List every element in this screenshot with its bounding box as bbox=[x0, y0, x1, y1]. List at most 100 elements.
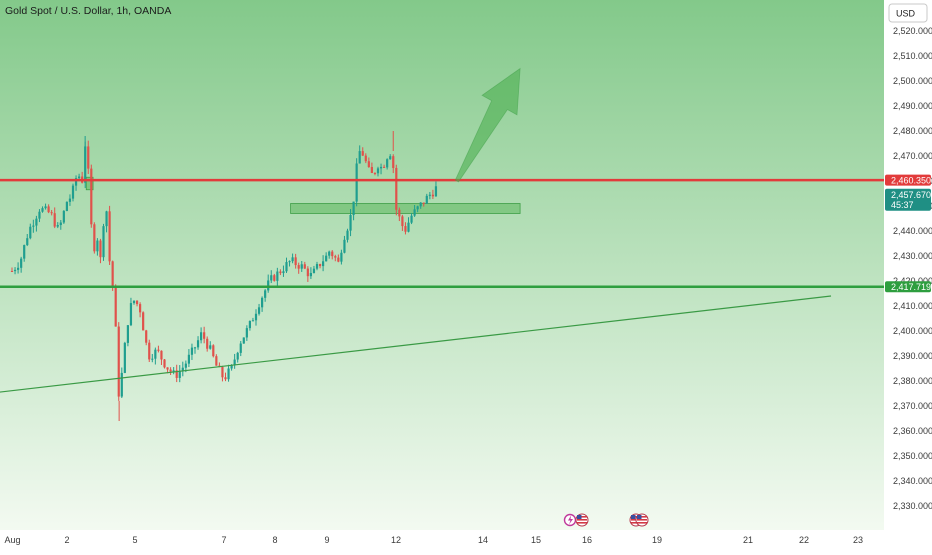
candle-down bbox=[364, 155, 367, 162]
candle-down bbox=[294, 257, 297, 266]
candle-up bbox=[416, 206, 419, 210]
candle-up bbox=[389, 156, 392, 160]
y-tick-label: 2,390.000 bbox=[893, 351, 932, 361]
x-tick-label: Aug bbox=[5, 535, 21, 545]
currency-button[interactable]: USD bbox=[888, 3, 928, 23]
candle-up bbox=[355, 163, 358, 202]
event-us-flag-icon[interactable] bbox=[575, 513, 589, 527]
candle-up bbox=[17, 267, 20, 270]
candle-up bbox=[32, 225, 35, 227]
candle-up bbox=[151, 358, 154, 360]
candle-up bbox=[65, 201, 68, 211]
candle-up bbox=[410, 215, 413, 223]
y-tick-label: 2,430.000 bbox=[893, 251, 932, 261]
candle-up bbox=[270, 275, 273, 281]
candle-up bbox=[68, 198, 72, 202]
candle-up bbox=[200, 332, 203, 341]
candle-up bbox=[236, 352, 239, 360]
candle-down bbox=[148, 342, 151, 360]
x-tick-label: 12 bbox=[391, 535, 401, 545]
candle-down bbox=[361, 151, 364, 156]
candle-down bbox=[50, 212, 53, 214]
x-tick-label: 16 bbox=[582, 535, 592, 545]
candle-down bbox=[47, 206, 50, 213]
y-tick-label: 2,330.000 bbox=[893, 501, 932, 511]
y-tick-label: 2,510.000 bbox=[893, 51, 932, 61]
candle-up bbox=[282, 271, 285, 274]
candle-down bbox=[404, 226, 407, 232]
candle-down bbox=[145, 330, 148, 343]
event-lightning-icon[interactable] bbox=[563, 513, 577, 527]
y-tick-label: 2,340.000 bbox=[893, 476, 932, 486]
candle-up bbox=[41, 208, 44, 212]
candle-down bbox=[398, 209, 401, 217]
candle-down bbox=[383, 166, 386, 168]
candle-up bbox=[239, 343, 242, 353]
resistance-price-tag-box bbox=[885, 174, 931, 186]
trend-line bbox=[0, 295, 832, 393]
candle-down bbox=[90, 168, 93, 225]
candle-up bbox=[120, 372, 123, 397]
y-tick-label: 2,480.000 bbox=[893, 126, 932, 136]
candle-up bbox=[23, 245, 26, 259]
y-tick-label: 2,380.000 bbox=[893, 376, 932, 386]
candle-down bbox=[334, 256, 337, 258]
candle-up bbox=[187, 354, 190, 364]
candle-down bbox=[431, 194, 434, 197]
candle-up bbox=[288, 261, 291, 263]
x-tick-label: 9 bbox=[325, 535, 330, 545]
candle-up bbox=[264, 290, 267, 298]
candle-up bbox=[386, 159, 389, 168]
candle-down bbox=[117, 326, 120, 397]
candle-up bbox=[96, 240, 99, 252]
candle-down bbox=[318, 264, 322, 267]
candle-down bbox=[163, 359, 166, 368]
zone-1 bbox=[85, 176, 94, 191]
candle-down bbox=[337, 257, 340, 262]
candle-up bbox=[254, 313, 258, 321]
candle-down bbox=[142, 312, 145, 331]
candle-up bbox=[434, 186, 438, 197]
candle-up bbox=[26, 238, 29, 246]
current-price-tag-box bbox=[885, 188, 931, 211]
candle-down bbox=[169, 369, 172, 372]
candle-down bbox=[111, 261, 114, 286]
candle-down bbox=[114, 285, 117, 327]
candle-down bbox=[203, 332, 206, 339]
candle-up bbox=[56, 225, 59, 227]
y-tick-label: 2,520.000 bbox=[893, 26, 932, 36]
candle-down bbox=[367, 161, 370, 168]
event-us-flag-icon-3[interactable] bbox=[635, 513, 649, 527]
x-tick-label: 22 bbox=[799, 535, 809, 545]
forecast-arrow bbox=[454, 67, 521, 183]
candle-down bbox=[53, 213, 56, 227]
candle-up bbox=[227, 368, 230, 380]
x-tick-label: 23 bbox=[853, 535, 863, 545]
candle-up bbox=[230, 365, 233, 369]
candle-up bbox=[285, 262, 288, 272]
candle-down bbox=[215, 356, 218, 366]
y-tick-label: 2,490.000 bbox=[893, 101, 932, 111]
candle-up bbox=[328, 251, 331, 256]
candle-up bbox=[343, 239, 346, 253]
candle-up bbox=[419, 202, 422, 207]
candle-down bbox=[395, 167, 398, 210]
candle-up bbox=[59, 222, 62, 226]
candle-up bbox=[358, 151, 361, 164]
candle-up bbox=[129, 303, 133, 326]
x-tick-label: 21 bbox=[743, 535, 753, 545]
y-tick-label: 2,420.000 bbox=[893, 276, 932, 286]
y-tick-label: 2,400.000 bbox=[893, 326, 932, 336]
candle-up bbox=[261, 297, 264, 308]
candle-down bbox=[139, 304, 142, 313]
time-axis bbox=[0, 530, 932, 550]
candle-up bbox=[71, 185, 75, 199]
candle-up bbox=[154, 349, 157, 359]
candle-up bbox=[190, 347, 194, 355]
plot-background bbox=[0, 0, 884, 530]
candle-down bbox=[373, 172, 377, 174]
candle-down bbox=[297, 265, 300, 269]
y-tick-label: 2,410.000 bbox=[893, 301, 932, 311]
